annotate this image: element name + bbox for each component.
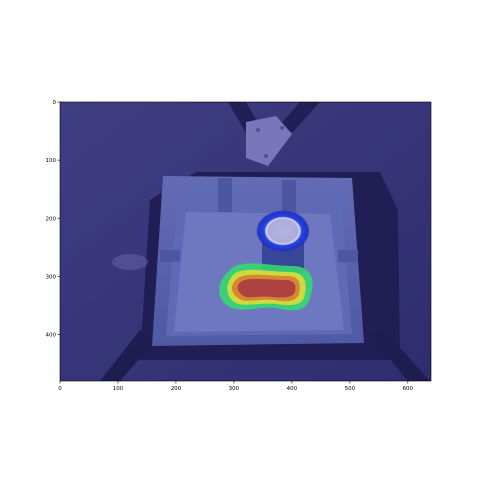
x-tick-label: 500 <box>345 386 356 392</box>
x-tick-label: 300 <box>229 386 240 392</box>
plot-frame <box>59 101 432 382</box>
x-tick-label: 0 <box>58 386 62 392</box>
x-tick-label: 100 <box>113 386 124 392</box>
x-tick-label: 400 <box>287 386 298 392</box>
heatmap-image <box>60 102 431 381</box>
y-tick-label: 300 <box>46 274 57 280</box>
y-tick-label: 100 <box>46 158 57 164</box>
y-axis: 0 100 200 300 400 <box>46 100 60 339</box>
y-tick-label: 0 <box>53 100 57 106</box>
y-tick-label: 400 <box>46 333 57 339</box>
x-tick-label: 600 <box>403 386 414 392</box>
x-tick-label: 200 <box>171 386 182 392</box>
secondary-hotspot <box>256 210 310 252</box>
y-tick-label: 200 <box>46 216 57 222</box>
x-axis: 0 100 200 300 400 500 600 <box>58 381 414 392</box>
